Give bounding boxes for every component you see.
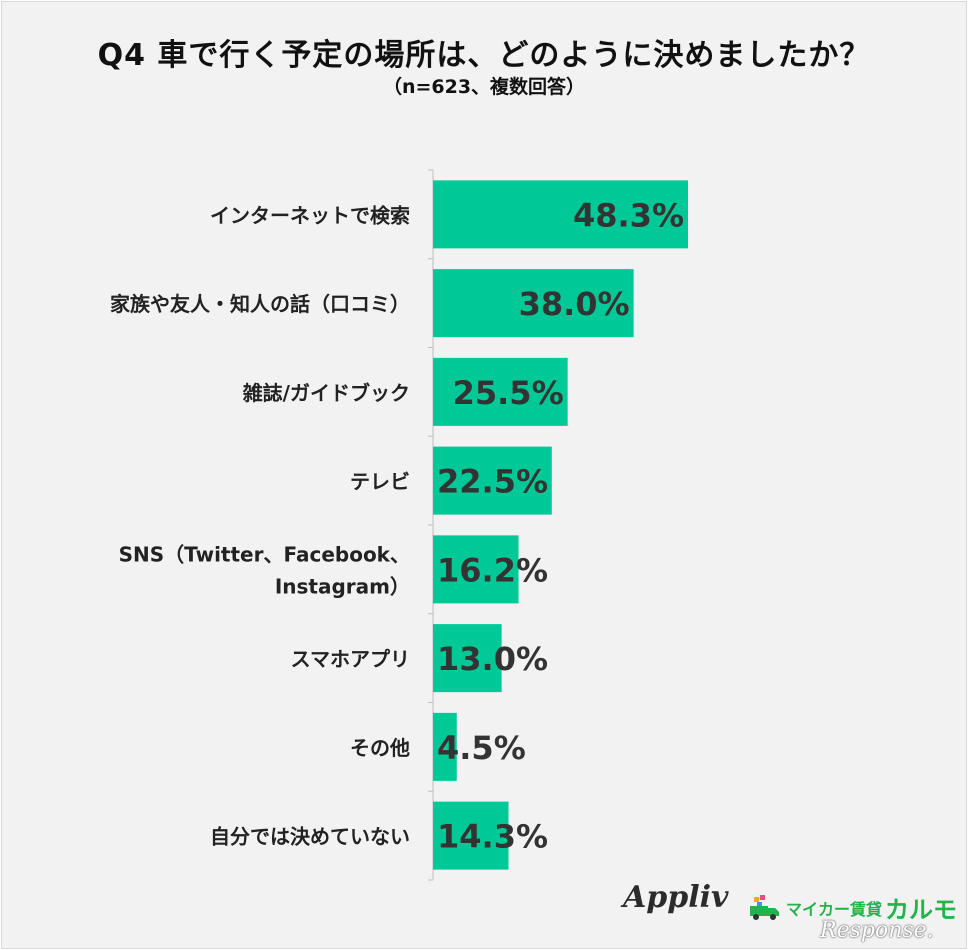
category-label: インターネットで検索 — [210, 203, 410, 227]
response-logo: Response. — [820, 918, 934, 943]
bar-value-label: 25.5% — [453, 374, 564, 412]
bar-value-label: 22.5% — [437, 463, 548, 501]
category-label: スマホアプリ — [291, 647, 410, 671]
chart-title: Q4 車で行く予定の場所は、どのように決めましたか？ — [97, 38, 871, 73]
category-label: 自分では決めていない — [210, 825, 410, 849]
bar — [433, 357, 568, 426]
bar-value-label: 38.0% — [519, 285, 630, 323]
category-label: テレビ — [350, 470, 410, 494]
bar-value-label: 4.5% — [437, 729, 526, 767]
carmo-logo-small-text: マイカー賃貸 — [786, 899, 883, 919]
bar-value-label: 16.2% — [437, 551, 548, 589]
chart-subtitle: （n=623、複数回答） — [382, 76, 586, 98]
bar-value-label: 14.3% — [437, 818, 548, 856]
bar — [433, 180, 688, 249]
bar — [433, 269, 634, 338]
category-label: Instagram） — [275, 574, 410, 598]
category-label: 雑誌/ガイドブック — [242, 381, 410, 405]
category-label: その他 — [350, 736, 410, 760]
bar — [433, 446, 552, 515]
truck-icon — [750, 894, 779, 920]
category-label: SNS（Twitter、Facebook、 — [119, 542, 410, 566]
category-label: 家族や友人・知人の話（口コミ） — [110, 292, 410, 316]
bar — [433, 624, 502, 693]
carmo-logo: マイカー賃貸 カルモ — [748, 890, 957, 925]
bar — [433, 801, 509, 870]
bar — [433, 535, 519, 604]
carmo-logo-big-text: カルモ — [885, 896, 958, 924]
bar — [433, 712, 457, 781]
appliv-logo: Appliv — [623, 880, 729, 915]
bar-value-label: 48.3% — [573, 196, 684, 234]
bar-value-label: 13.0% — [437, 640, 548, 678]
